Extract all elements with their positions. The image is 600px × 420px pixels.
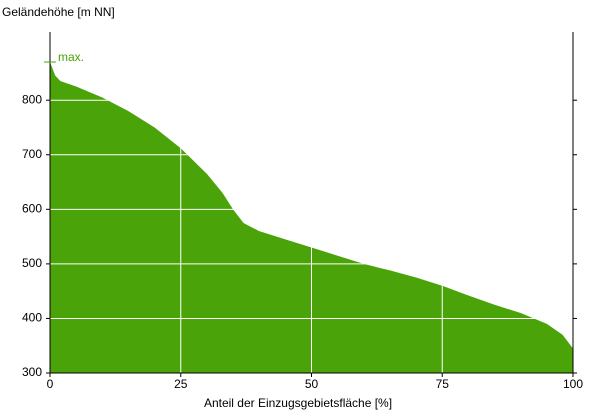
- x-tick-label: 100: [563, 377, 583, 391]
- x-axis-label: Anteil der Einzugsgebietsfläche [%]: [204, 396, 392, 410]
- y-tick-label: 500: [22, 256, 42, 270]
- y-tick-label: 600: [22, 201, 42, 215]
- y-tick-label: 300: [22, 365, 42, 379]
- x-tick-label: 25: [174, 377, 188, 391]
- y-tick-label: 400: [22, 311, 42, 325]
- y-tick-label: 800: [22, 92, 42, 106]
- x-tick-label: 50: [305, 377, 319, 391]
- y-axis-label: Geländehöhe [m NN]: [2, 5, 115, 19]
- y-tick-label: 700: [22, 147, 42, 161]
- x-tick-label: 75: [436, 377, 450, 391]
- x-tick-label: 0: [47, 377, 54, 391]
- annotation: max.: [58, 50, 84, 64]
